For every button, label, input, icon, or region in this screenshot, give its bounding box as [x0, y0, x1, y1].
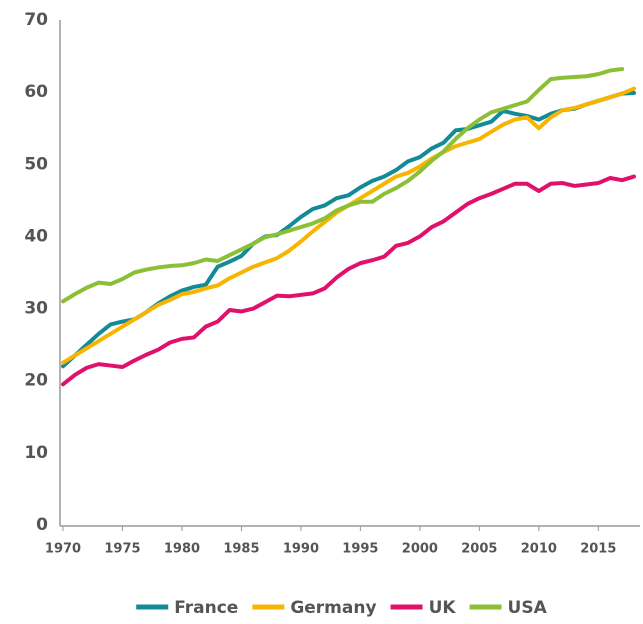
- y-tick-label: 30: [24, 299, 48, 319]
- x-tick-label: 1995: [342, 542, 378, 557]
- legend-label: USA: [508, 598, 548, 618]
- y-tick-label: 40: [24, 226, 48, 246]
- x-tick-label: 1990: [283, 542, 319, 557]
- x-tick-label: 1980: [164, 542, 200, 557]
- x-tick-label: 2005: [461, 542, 497, 557]
- x-tick-label: 1975: [104, 542, 140, 557]
- series-line: [61, 67, 625, 304]
- y-tick-label: 70: [24, 10, 48, 30]
- series-line: [61, 86, 636, 365]
- y-tick-label: 10: [24, 443, 48, 463]
- legend-label: Germany: [290, 598, 376, 618]
- y-tick-label: 0: [36, 515, 48, 535]
- y-tick-label: 60: [24, 82, 48, 102]
- x-tick-label: 2015: [580, 542, 616, 557]
- y-tick-label: 50: [24, 154, 48, 174]
- x-tick-label: 1970: [45, 542, 81, 557]
- legend-label: France: [174, 598, 238, 618]
- series-line: [61, 174, 636, 387]
- series-line: [61, 90, 636, 369]
- x-tick-label: 2010: [521, 542, 557, 557]
- x-tick-label: 1985: [223, 542, 259, 557]
- x-tick-label: 2000: [402, 542, 438, 557]
- legend-label: UK: [429, 598, 457, 618]
- y-tick-label: 20: [24, 371, 48, 391]
